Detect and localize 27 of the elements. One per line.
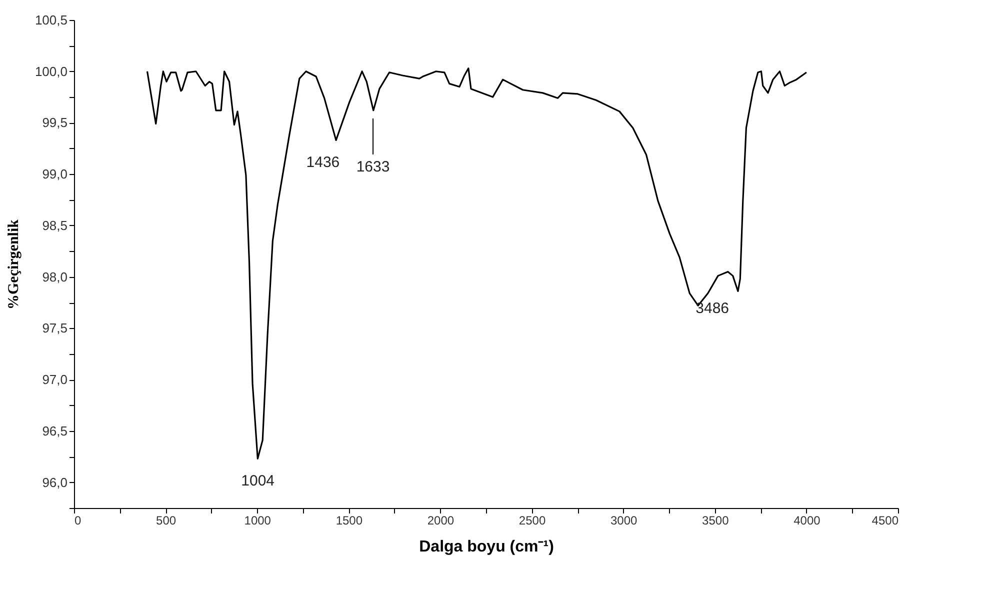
annotation: 1436 (306, 154, 340, 172)
x-tick-label: 4500 (872, 514, 899, 528)
y-tick-label: 99,0 (42, 166, 68, 182)
x-tick-label: 1500 (336, 514, 363, 528)
y-tick-label: 97,5 (42, 320, 68, 336)
x-tick-label: 1000 (244, 514, 272, 528)
annotation: 1633 (356, 158, 390, 176)
y-tick-label: 96,0 (42, 474, 68, 490)
x-tick-label: 2500 (518, 514, 546, 528)
annotation: 1004 (241, 472, 275, 490)
x-tick-label: 500 (156, 514, 176, 528)
y-axis-title: %Geçirgenlik (6, 218, 22, 310)
x-tick-label: 3000 (610, 514, 638, 528)
x-tick-label: 0 (74, 514, 82, 528)
y-tick-label: 100,5 (34, 12, 68, 28)
x-tick-label: 3500 (702, 514, 730, 528)
y-tick-label: 96,5 (42, 423, 68, 438)
x-tick-label: 4000 (794, 514, 821, 528)
line-series (146, 67, 808, 460)
y-tick-label: 100,0 (34, 64, 68, 79)
y-tick-label: 98,0 (42, 269, 68, 284)
x-axis-title: Dalga boyu (cm⁻¹) (419, 538, 554, 556)
y-tick-label: 98,5 (42, 218, 68, 233)
annotation: 3486 (696, 300, 730, 318)
x-tick-label: 2000 (427, 514, 454, 528)
y-tick-label: 99,5 (42, 115, 68, 130)
y-tick-label: 97,0 (42, 372, 68, 388)
